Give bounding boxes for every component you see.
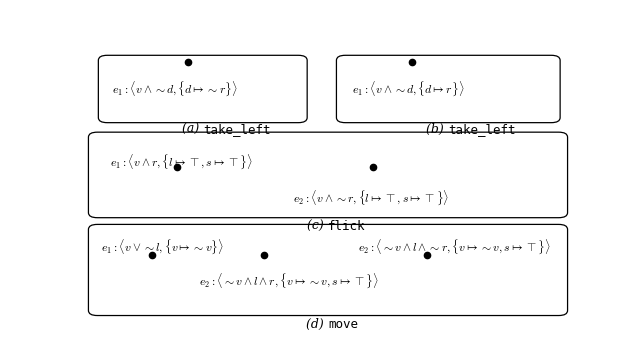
FancyBboxPatch shape <box>337 55 560 123</box>
Text: move: move <box>328 318 358 331</box>
Text: take_left: take_left <box>203 123 271 136</box>
FancyBboxPatch shape <box>99 55 307 123</box>
Text: take_left: take_left <box>448 123 516 136</box>
Text: $e_1 : \langle v \wedge {\sim}d, \{d \mapsto r\}\rangle$: $e_1 : \langle v \wedge {\sim}d, \{d \ma… <box>352 80 465 98</box>
Text: (d): (d) <box>307 318 328 331</box>
Text: (b): (b) <box>426 123 448 136</box>
Text: $e_1 : \langle v \wedge r, \{l \mapsto \top, s \mapsto \top\}\rangle$: $e_1 : \langle v \wedge r, \{l \mapsto \… <box>110 152 253 171</box>
Text: $e_1 : \langle v \wedge {\sim}d, \{d \mapsto {\sim}r\}\rangle$: $e_1 : \langle v \wedge {\sim}d, \{d \ma… <box>112 80 238 98</box>
Text: $e_2 : \langle {\sim}v \wedge l \wedge {\sim}r, \{v \mapsto {\sim}v, s \mapsto \: $e_2 : \langle {\sim}v \wedge l \wedge {… <box>358 238 551 256</box>
Text: flick: flick <box>328 220 365 233</box>
Text: $e_2 : \langle v \wedge {\sim}r, \{l \mapsto \top, s \mapsto \top\}\rangle$: $e_2 : \langle v \wedge {\sim}r, \{l \ma… <box>293 189 449 207</box>
Text: (c): (c) <box>307 220 328 233</box>
Text: $e_2 : \langle {\sim}v \wedge l \wedge r, \{v \mapsto {\sim}v, s \mapsto \top\}\: $e_2 : \langle {\sim}v \wedge l \wedge r… <box>199 272 379 290</box>
FancyBboxPatch shape <box>88 132 568 218</box>
FancyBboxPatch shape <box>88 224 568 315</box>
Text: (a): (a) <box>182 123 203 136</box>
Text: $e_1 : \langle v \vee {\sim}l, \{v \mapsto {\sim}v\}\rangle$: $e_1 : \langle v \vee {\sim}l, \{v \maps… <box>101 238 224 256</box>
